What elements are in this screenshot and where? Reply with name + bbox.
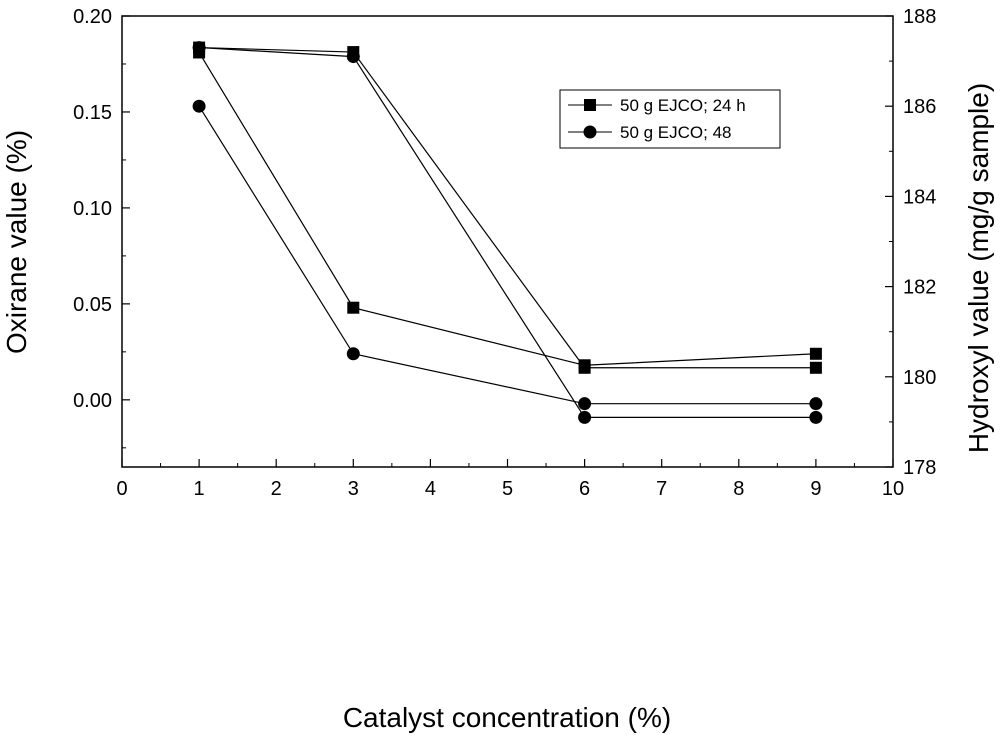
x-tick-label: 0	[116, 478, 127, 500]
legend-label-48: 50 g EJCO; 48	[620, 123, 732, 142]
y2-tick-label: 188	[903, 6, 936, 28]
legend-marker-circle	[583, 125, 597, 139]
x-tick-label: 10	[882, 478, 904, 500]
series-line-square-right	[199, 46, 816, 369]
y-tick-label: 0.20	[73, 6, 112, 28]
series-line-circle-left	[198, 105, 816, 405]
y-axis-left: 0.00 0.05 0.10 0.15 0.20	[73, 6, 130, 449]
x-axis: 0 1 2 3 4 5 6 7 8 9 10	[116, 459, 904, 500]
legend-marker-square	[584, 99, 596, 111]
x-tick-label: 8	[733, 478, 744, 500]
data-point-circle	[578, 397, 592, 411]
legend: 50 g EJCO; 24 h 50 g EJCO; 48	[559, 89, 781, 149]
x-axis-title: Catalyst concentration (%)	[343, 702, 671, 733]
x-tick-label: 2	[271, 478, 282, 500]
y2-tick-label: 178	[903, 457, 936, 479]
y2-tick-label: 182	[903, 277, 936, 299]
legend-box	[559, 89, 781, 149]
series-line-circle-right	[199, 46, 816, 418]
y2-tick-label: 184	[903, 186, 936, 208]
data-point-square	[809, 361, 822, 374]
x-tick-label: 3	[348, 478, 359, 500]
y-axis-right: 178 180 182 184 186 188	[885, 6, 936, 479]
y2-tick-label: 180	[903, 367, 936, 389]
x-tick-label: 6	[579, 478, 590, 500]
series-line-square-left	[198, 52, 816, 366]
data-point-circle	[346, 347, 360, 361]
y-axis-left-title: Oxirane value (%)	[1, 130, 32, 354]
x-tick-label: 1	[194, 478, 205, 500]
data-point-circle	[578, 410, 592, 424]
data-point-circle	[192, 99, 206, 113]
x-tick-label: 7	[656, 478, 667, 500]
data-point-circle	[809, 397, 823, 411]
y-axis-right-title: Hydroxyl value (mg/g sample)	[963, 83, 994, 453]
y-tick-label: 0.15	[73, 102, 112, 124]
x-tick-label: 9	[810, 478, 821, 500]
data-point-square	[809, 347, 822, 360]
y-tick-label: 0.10	[73, 198, 112, 220]
data-point-square	[578, 361, 591, 374]
legend-label-24h: 50 g EJCO; 24 h	[620, 96, 746, 115]
x-tick-label: 4	[425, 478, 436, 500]
series-layer	[192, 41, 823, 424]
data-point-circle	[809, 410, 823, 424]
data-point-circle	[346, 50, 360, 64]
y-tick-label: 0.00	[73, 390, 112, 412]
x-tick-label: 5	[502, 478, 513, 500]
y-tick-label: 0.05	[73, 294, 112, 316]
data-point-square	[347, 301, 360, 314]
plot-frame	[121, 15, 894, 468]
data-point-circle	[192, 41, 206, 55]
y2-tick-label: 186	[903, 96, 936, 118]
